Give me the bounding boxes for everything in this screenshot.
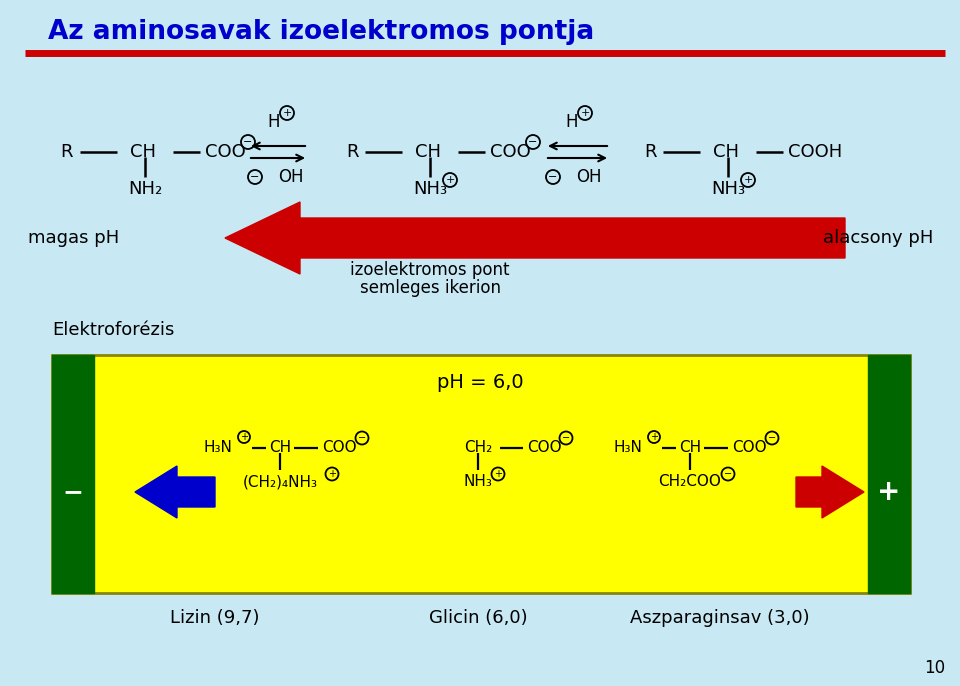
Text: −: − [724, 469, 732, 479]
Bar [868, 355, 910, 593]
FancyArrow shape [796, 466, 864, 518]
Text: H: H [268, 113, 280, 131]
Text: (CH₂)₄NH₃: (CH₂)₄NH₃ [243, 475, 318, 490]
Text: R: R [346, 143, 358, 161]
Text: NH₂: NH₂ [128, 180, 162, 198]
Text: −: − [768, 433, 776, 443]
Text: −: − [358, 433, 366, 443]
Text: CH₂: CH₂ [464, 440, 492, 456]
Text: +: + [580, 108, 589, 118]
Text: Aszparaginsav (3,0): Aszparaginsav (3,0) [630, 609, 810, 627]
Text: −: − [528, 137, 538, 147]
Bar [52, 355, 94, 593]
Text: H₃N: H₃N [613, 440, 642, 456]
Text: COO: COO [490, 143, 531, 161]
Text: NH₃: NH₃ [711, 180, 745, 198]
Text: +: + [650, 432, 658, 442]
Text: R: R [60, 143, 73, 161]
Text: +: + [282, 108, 292, 118]
Text: +: + [445, 175, 455, 185]
Text: CH: CH [130, 143, 156, 161]
Text: COO: COO [322, 440, 356, 456]
Text: Elektroforézis: Elektroforézis [52, 321, 175, 339]
Text: CH: CH [269, 440, 291, 456]
Text: Az aminosavak izoelektromos pontja: Az aminosavak izoelektromos pontja [48, 19, 594, 45]
Text: NH₃: NH₃ [464, 475, 492, 490]
Text: OH: OH [576, 168, 602, 186]
Text: Lizin (9,7): Lizin (9,7) [170, 609, 260, 627]
Text: +: + [743, 175, 753, 185]
Text: R: R [644, 143, 657, 161]
Text: −: − [548, 172, 558, 182]
Text: H: H [565, 113, 578, 131]
Text: CH: CH [679, 440, 701, 456]
Text: +: + [877, 478, 900, 506]
Text: −: − [243, 137, 252, 147]
Bar [52, 355, 910, 593]
Text: alacsony pH: alacsony pH [823, 229, 933, 247]
Text: −: − [562, 433, 570, 443]
Text: 10: 10 [924, 659, 946, 677]
Text: COOH: COOH [788, 143, 842, 161]
Text: +: + [328, 469, 336, 479]
Text: −: − [62, 480, 84, 504]
Text: H₃N: H₃N [204, 440, 232, 456]
Text: −: − [251, 172, 260, 182]
Text: Glicin (6,0): Glicin (6,0) [429, 609, 527, 627]
Text: semleges ikerion: semleges ikerion [359, 279, 500, 297]
FancyArrow shape [225, 202, 845, 274]
Text: CH: CH [713, 143, 739, 161]
Text: COO: COO [527, 440, 562, 456]
Text: pH = 6,0: pH = 6,0 [437, 372, 523, 392]
Text: NH₃: NH₃ [413, 180, 447, 198]
Text: COO: COO [205, 143, 246, 161]
Text: +: + [494, 469, 502, 479]
FancyArrow shape [135, 466, 215, 518]
Text: izoelektromos pont: izoelektromos pont [350, 261, 510, 279]
Text: magas pH: magas pH [28, 229, 119, 247]
Text: CH₂COO: CH₂COO [659, 475, 721, 490]
Text: COO: COO [732, 440, 767, 456]
Text: +: + [240, 432, 248, 442]
Text: OH: OH [278, 168, 303, 186]
Text: CH: CH [415, 143, 441, 161]
